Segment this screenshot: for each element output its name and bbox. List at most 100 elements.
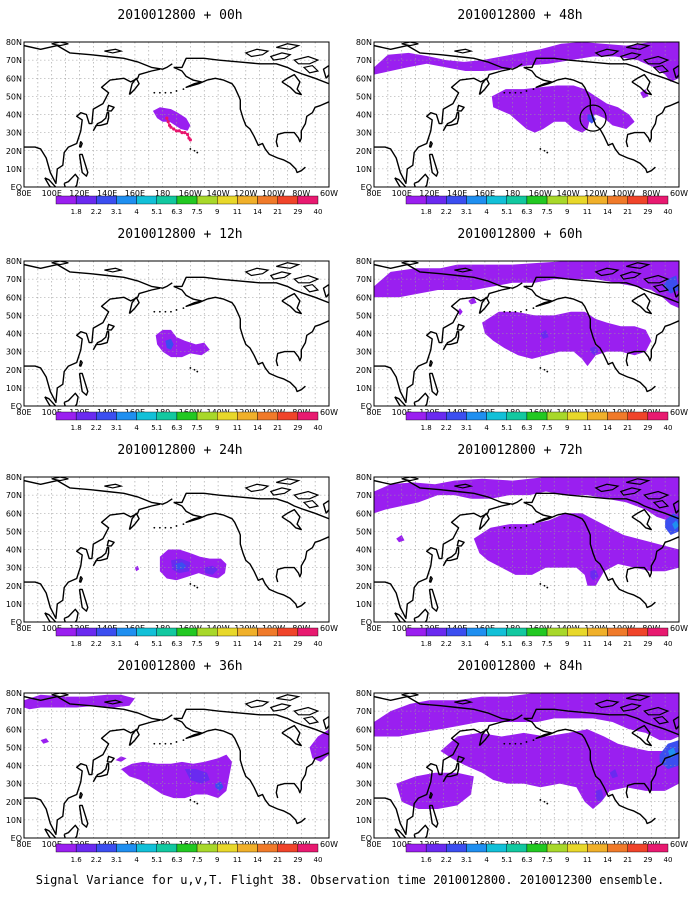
colorbar-60h: 1.8 2.2 3.1 4 5.1 6.3 7.5 9 11 14 21 29 40 <box>405 411 672 432</box>
colorbar-swatch <box>526 843 548 853</box>
lat-tick-label: 30N <box>6 348 22 357</box>
lon-tick-label: 140W <box>206 840 229 847</box>
colorbar-label: 9 <box>565 424 569 432</box>
colorbar-swatch <box>546 411 568 421</box>
colorbar-label: 5.1 <box>151 208 162 216</box>
colorbar-swatch <box>297 627 319 637</box>
colorbar-swatch <box>196 843 218 853</box>
colorbar-swatch <box>486 411 507 421</box>
lat-tick-label: 70N <box>6 275 22 284</box>
colorbar-swatch <box>257 627 278 637</box>
lat-tick-label: 30N <box>6 564 22 573</box>
colorbar-swatch <box>506 195 528 205</box>
lat-lon-grid <box>374 693 679 838</box>
colorbar-label: 4 <box>134 208 139 216</box>
variance-region <box>175 562 187 570</box>
lon-tick-label: 80E <box>366 189 381 196</box>
lat-tick-label: 60N <box>356 293 372 302</box>
lon-tick-label: 100W <box>612 408 635 415</box>
colorbar-swatch <box>75 627 97 637</box>
colorbar-label: 4 <box>484 208 489 216</box>
colorbar-label: 14 <box>253 208 262 216</box>
variance-region <box>204 565 219 575</box>
panel-title-00h: 2010012800 + 00h <box>117 8 243 23</box>
colorbar-label: 11 <box>233 424 242 432</box>
colorbar-00h: 1.8 2.2 3.1 4 5.1 6.3 7.5 9 11 14 21 29 40 <box>55 195 322 216</box>
lat-tick-label: 60N <box>356 74 372 83</box>
variance-region <box>640 89 649 99</box>
colorbar-swatch <box>217 843 238 853</box>
colorbar-label: 21 <box>273 424 282 432</box>
colorbar-label: 3.1 <box>461 424 472 432</box>
lat-tick-label: 60N <box>6 509 22 518</box>
colorbar-label: 21 <box>273 208 282 216</box>
colorbar-label: 5.1 <box>151 856 162 864</box>
colorbar-swatch <box>55 627 77 637</box>
colorbar-swatch <box>405 411 427 421</box>
lat-tick-label: 30N <box>356 348 372 357</box>
colorbar-label: 11 <box>583 208 592 216</box>
lon-tick-label: 60W <box>670 189 688 196</box>
colorbar-swatch <box>257 411 278 421</box>
lat-tick-label: EQ <box>11 834 22 843</box>
lon-tick-label: 140E <box>447 408 467 415</box>
colorbar-swatch <box>587 411 608 421</box>
lon-tick-label: 80E <box>366 624 381 631</box>
colorbar-swatch <box>237 195 258 205</box>
colorbar-swatch <box>176 195 198 205</box>
colorbar-label: 3.1 <box>111 208 122 216</box>
lat-tick-label: EQ <box>361 402 372 411</box>
colorbar-swatch <box>587 627 608 637</box>
colorbar-label: 40 <box>664 640 673 648</box>
colorbar-label: 40 <box>664 208 673 216</box>
panel-title-12h: 2010012800 + 12h <box>117 227 243 242</box>
lon-tick-label: 120E <box>419 840 439 847</box>
lon-tick-label: 180 <box>505 408 520 415</box>
colorbar-label: 6.3 <box>521 856 532 864</box>
lat-tick-label: 30N <box>6 129 22 138</box>
lat-tick-label: 50N <box>356 743 372 752</box>
colorbar-swatch <box>526 411 548 421</box>
lat-tick-label: EQ <box>11 618 22 627</box>
colorbar-swatch <box>425 843 447 853</box>
colorbar-swatch <box>567 627 588 637</box>
colorbar-label: 29 <box>293 424 302 432</box>
colorbar-swatch <box>446 843 467 853</box>
colorbar-label: 4 <box>134 424 139 432</box>
lon-tick-label: 100E <box>42 624 62 631</box>
colorbar-swatch <box>75 195 97 205</box>
lat-tick-label: 20N <box>356 582 372 591</box>
colorbar-label: 5.1 <box>501 640 512 648</box>
colorbar-24h: 1.8 2.2 3.1 4 5.1 6.3 7.5 9 11 14 21 29 40 <box>55 627 322 648</box>
lat-tick-label: 40N <box>6 762 22 771</box>
lon-tick-label: 60W <box>670 840 688 847</box>
variance-region <box>155 329 210 358</box>
lat-lon-grid <box>374 42 679 187</box>
lon-tick-label: 80W <box>292 189 310 196</box>
colorbar-label: 3.1 <box>461 640 472 648</box>
colorbar-swatch <box>96 627 117 637</box>
colorbar-swatch <box>217 195 238 205</box>
colorbar-swatch <box>75 843 97 853</box>
variance-region <box>482 311 652 367</box>
variance-region <box>184 769 210 784</box>
lat-tick-label: 20N <box>6 582 22 591</box>
colorbar-swatch <box>627 195 649 205</box>
colorbar-swatch <box>297 195 319 205</box>
lon-tick-label: 140E <box>97 624 117 631</box>
colorbar-swatch <box>546 627 568 637</box>
colorbar-label: 6.3 <box>171 208 182 216</box>
lon-tick-label: 100W <box>612 189 635 196</box>
colorbar-swatch <box>116 843 137 853</box>
lat-tick-label: 40N <box>356 111 372 120</box>
colorbar-swatch <box>156 195 178 205</box>
lon-tick-label: 100W <box>262 189 285 196</box>
colorbar-label: 4 <box>484 640 489 648</box>
lon-tick-label: 140W <box>206 624 229 631</box>
lon-tick-label: 120E <box>419 189 439 196</box>
lon-tick-label: 80E <box>16 840 31 847</box>
variance-shading <box>374 42 679 133</box>
colorbar-36h: 1.6 2.2 3.1 4 5.1 6.3 7.5 9 11 14 21 29 40 <box>55 843 322 864</box>
colorbar-swatch <box>156 843 178 853</box>
